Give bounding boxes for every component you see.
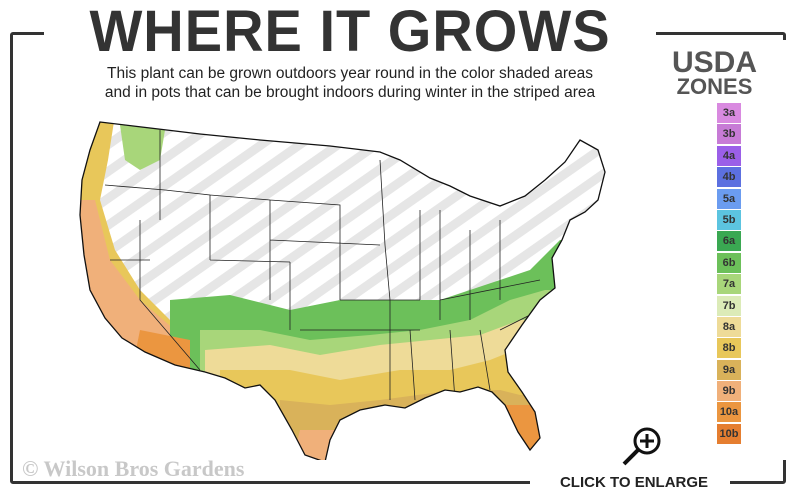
legend-zone-8b: 8b — [717, 338, 741, 359]
legend-zone-9a: 9a — [717, 359, 741, 380]
subtitle-line: This plant can be grown outdoors year ro… — [107, 65, 593, 82]
legend-zone-3a: 3a — [717, 103, 741, 123]
legend-zone-6b: 6b — [717, 252, 741, 273]
frame-gap — [44, 20, 656, 40]
frame-gap — [530, 476, 730, 496]
legend-zone-10a: 10a — [717, 402, 741, 423]
legend-zone-4a: 4a — [717, 145, 741, 166]
legend-zone-7b: 7b — [717, 295, 741, 316]
legend-zone-9b: 9b — [717, 381, 741, 402]
click-to-enlarge-button[interactable]: CLICK TO ENLARGE — [559, 474, 709, 491]
zone-legend: 3a 3b 4a 4b 5a 5b 6a 6b 7a 7b 8a 8b 9a 9b 10a 10b — [717, 103, 741, 445]
subtitle: This plant can be grown outdoors year ro… — [40, 64, 660, 102]
subtitle-line: and in pots that can be brought indoors … — [104, 84, 596, 101]
legend-zone-5a: 5a — [717, 188, 741, 209]
legend-subtitle: ZONES — [676, 74, 753, 99]
legend-zone-5b: 5b — [717, 209, 741, 230]
page-title: WHERE IT GROWS — [89, 0, 611, 64]
legend-zone-6a: 6a — [717, 231, 741, 252]
legend-zone-8a: 8a — [717, 316, 741, 337]
magnifier-plus-icon[interactable] — [620, 424, 666, 466]
us-zone-map[interactable] — [60, 110, 620, 460]
zone-band-7a — [120, 125, 165, 170]
legend-zone-4b: 4b — [717, 167, 741, 188]
legend-zone-3b: 3b — [717, 124, 741, 145]
legend-title: USDA — [671, 46, 757, 79]
copyright-watermark: © Wilson Bros Gardens — [22, 456, 245, 481]
legend-zone-10b: 10b — [717, 423, 741, 444]
legend-zone-7a: 7a — [717, 274, 741, 295]
